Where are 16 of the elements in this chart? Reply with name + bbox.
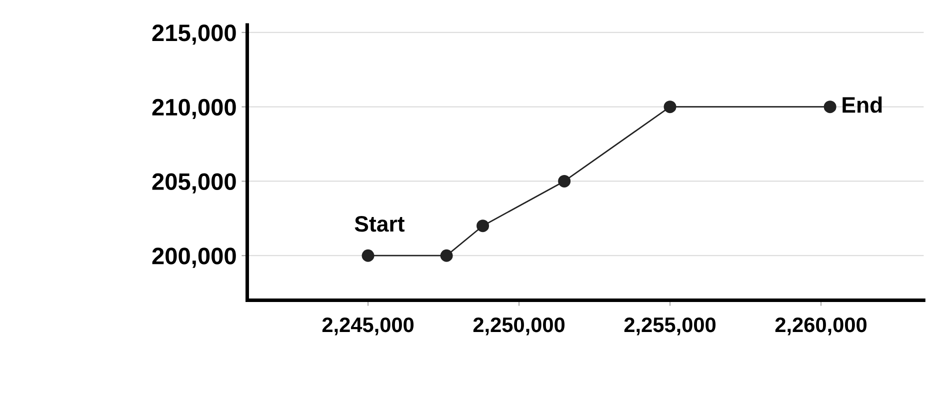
x-tick-label: 2,250,000 — [473, 317, 565, 336]
point — [362, 249, 374, 262]
point — [558, 174, 571, 188]
y-tick-label: 200,000 — [152, 248, 236, 268]
x-tick-label: 2,260,000 — [775, 317, 866, 336]
point — [476, 220, 490, 232]
y-tick-label: 205,000 — [152, 173, 236, 194]
x-tick-label: 2,255,000 — [624, 317, 716, 336]
annotation: End — [842, 96, 882, 113]
annotation: Start — [354, 216, 405, 232]
point — [824, 100, 836, 114]
point — [664, 100, 676, 114]
point — [440, 249, 453, 262]
y-tick-label: 210,000 — [152, 98, 236, 120]
x-tick-label: 2,245,000 — [322, 317, 414, 336]
y-tick-label: 215,000 — [152, 24, 236, 45]
